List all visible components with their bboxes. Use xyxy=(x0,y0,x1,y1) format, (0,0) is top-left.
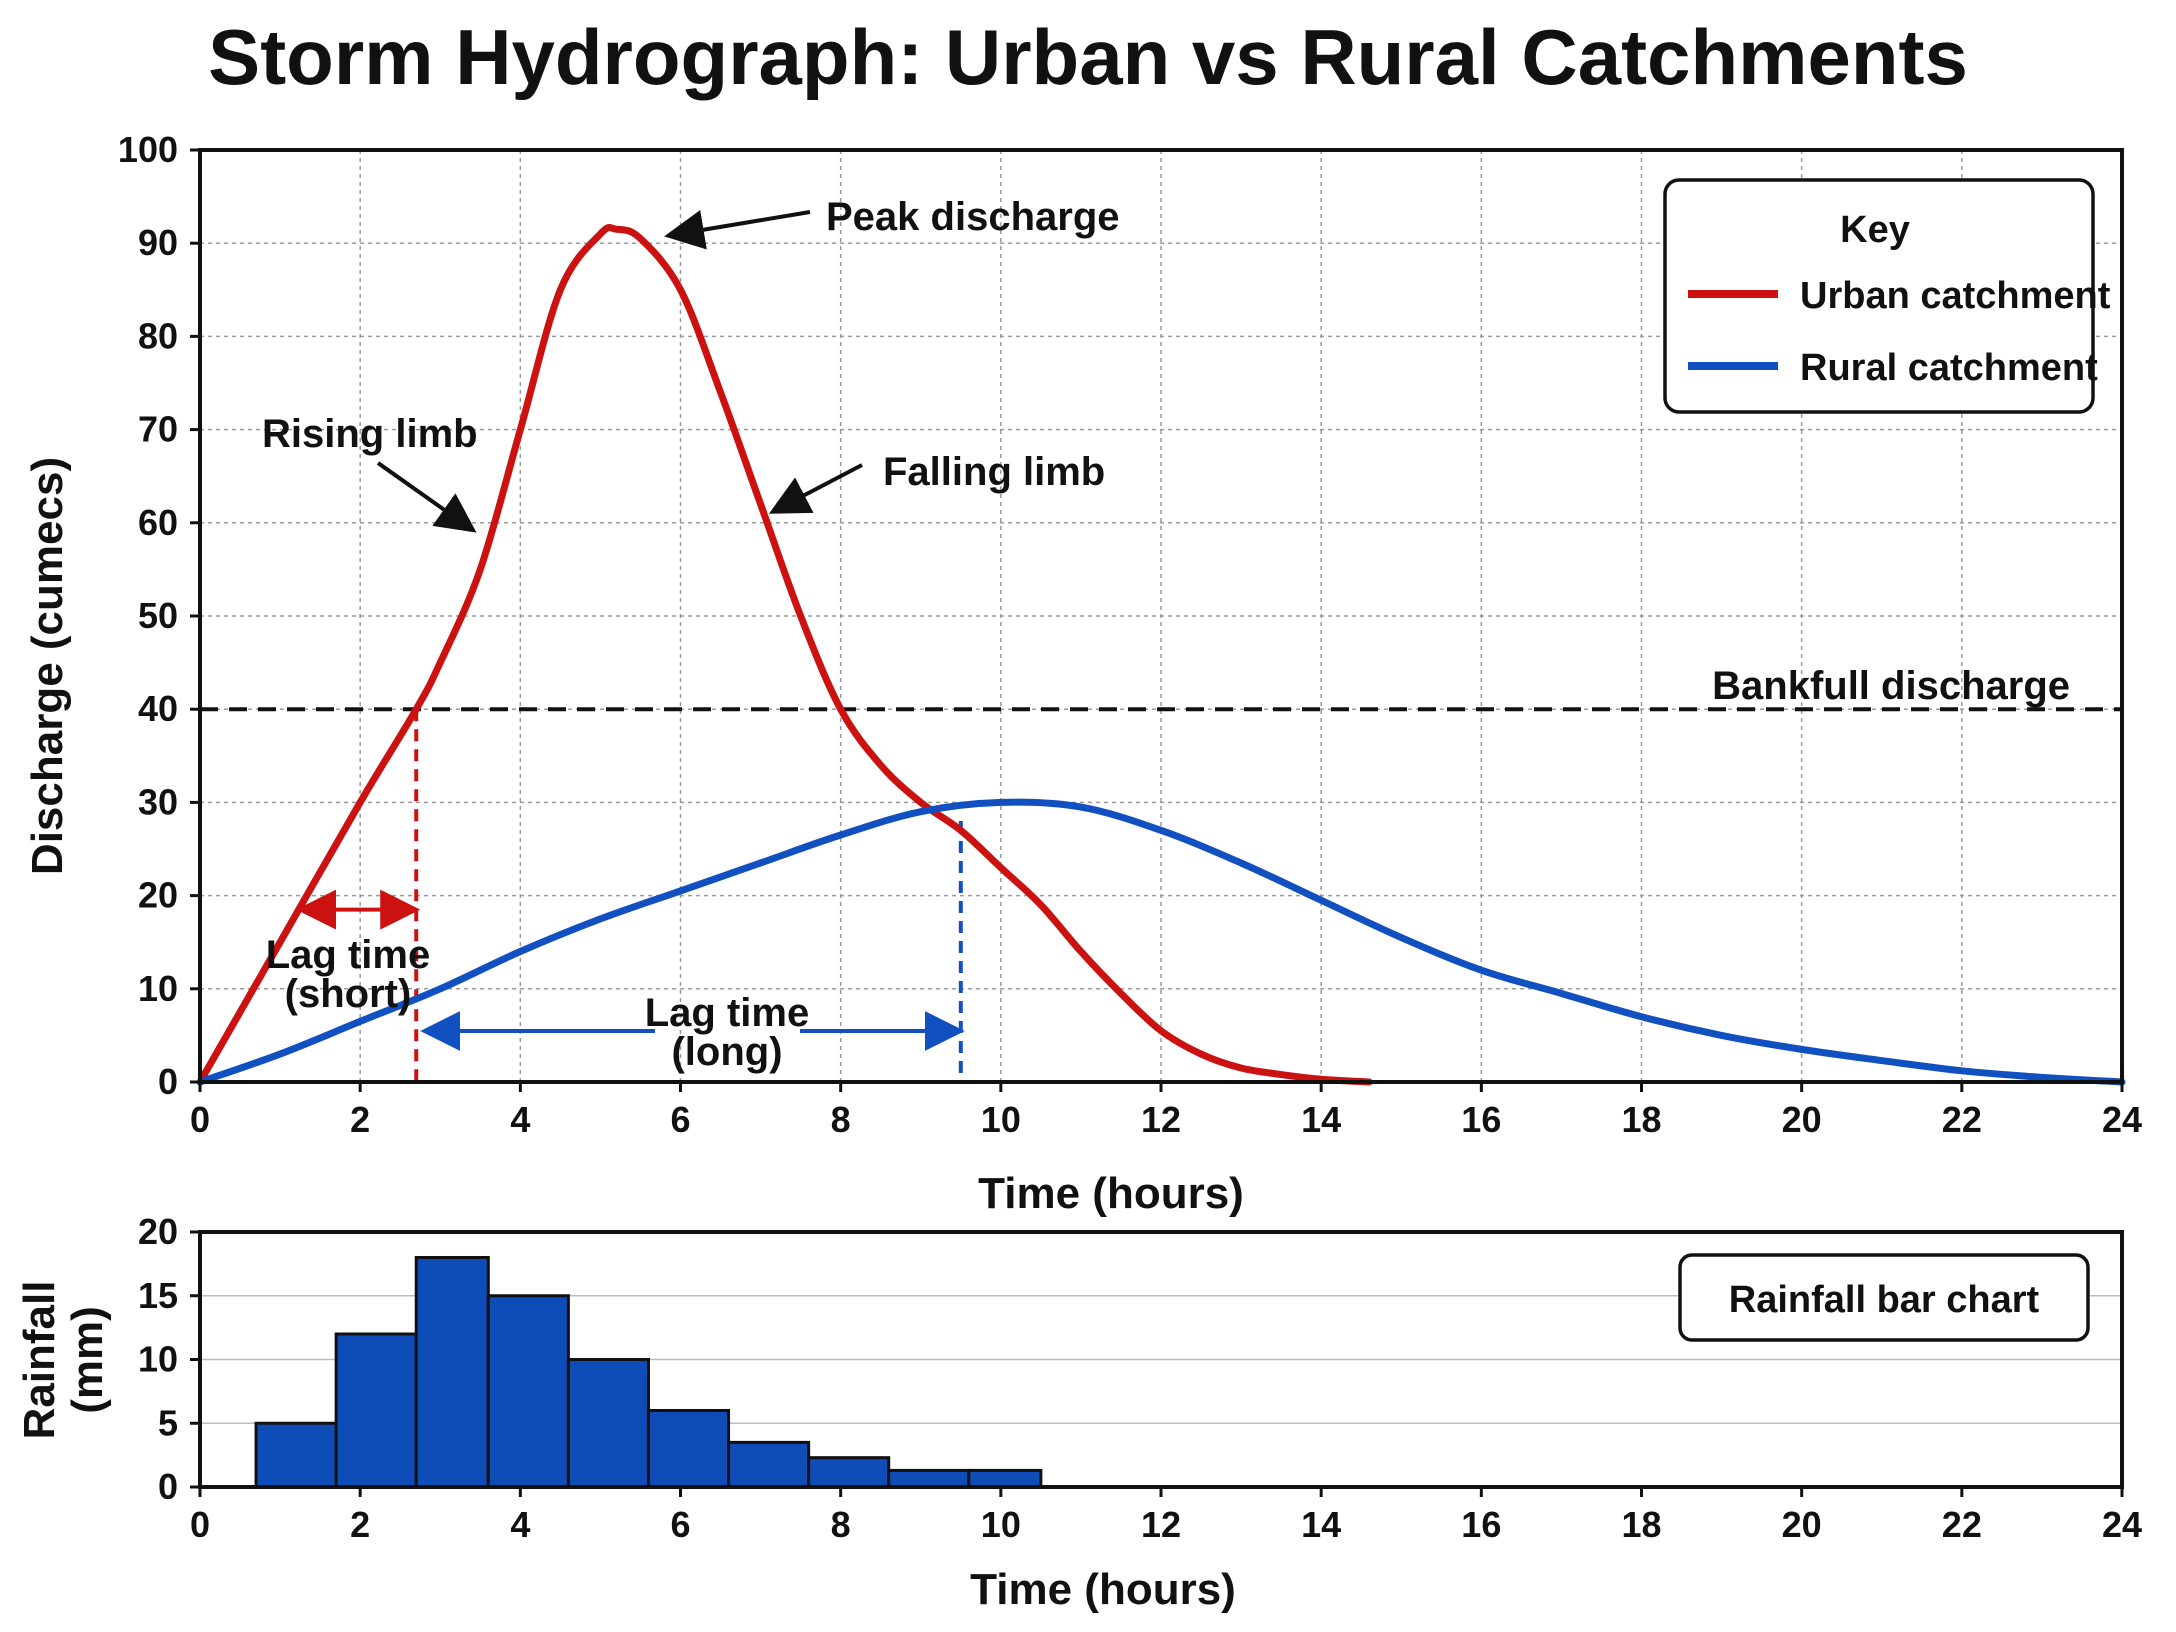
falling-limb-label: Falling limb xyxy=(883,450,1105,494)
rainfall-x-tick-label: 22 xyxy=(1942,1504,1982,1545)
x-tick-label: 10 xyxy=(981,1099,1021,1140)
rainfall-bar xyxy=(967,1468,1043,1489)
y-tick-label: 100 xyxy=(118,129,178,170)
y-tick-label: 10 xyxy=(138,968,178,1009)
y-tick-label: 20 xyxy=(138,875,178,916)
rainfall-x-tick-label: 12 xyxy=(1141,1504,1181,1545)
x-tick-label: 20 xyxy=(1782,1099,1822,1140)
y-tick-label: 30 xyxy=(138,781,178,822)
rainfall-title-box: Rainfall bar chart xyxy=(1678,1253,2090,1342)
x-tick-label: 22 xyxy=(1942,1099,1982,1140)
rainfall-bar xyxy=(254,1421,338,1489)
rainfall-bar xyxy=(887,1468,971,1489)
x-tick-label: 8 xyxy=(831,1099,851,1140)
x-tick-label: 24 xyxy=(2102,1099,2142,1140)
x-tick-label: 14 xyxy=(1301,1099,1341,1140)
rainfall-x-tick-label: 20 xyxy=(1782,1504,1822,1545)
rainfall-x-axis-label: Time (hours) xyxy=(970,1565,1236,1614)
rainfall-bar xyxy=(646,1409,731,1489)
falling-limb-arrow xyxy=(768,463,863,514)
x-tick-label: 0 xyxy=(190,1099,210,1140)
x-tick-label: 12 xyxy=(1141,1099,1181,1140)
rainfall-title-box-frame xyxy=(1678,1253,2090,1342)
rainfall-chart-title: Rainfall bar chart xyxy=(1729,1279,2040,1321)
bankfull-line-group: Bankfull discharge xyxy=(200,664,2122,712)
rainfall-x-tick-label: 10 xyxy=(981,1504,1021,1545)
rural-discharge-line xyxy=(196,798,2126,1086)
annotations: Peak discharge Rising limb Falling limb Lag… xyxy=(262,195,1120,1074)
rainfall-bar xyxy=(566,1358,650,1489)
rainfall-y-tick-label: 0 xyxy=(158,1466,178,1507)
y-tick-label: 80 xyxy=(138,315,178,356)
rainfall-bar xyxy=(486,1294,570,1489)
rising-limb-label: Rising limb xyxy=(262,412,478,456)
rainfall-bars xyxy=(254,1256,1043,1489)
rainfall-y-tick-label: 20 xyxy=(138,1211,178,1252)
y-tick-label: 40 xyxy=(138,688,178,729)
rainfall-y-tick-label: 10 xyxy=(138,1339,178,1380)
peak-discharge-arrow xyxy=(664,210,811,250)
y-tick-label: 0 xyxy=(158,1061,178,1102)
x-tick-label: 18 xyxy=(1621,1099,1661,1140)
rainfall-bar xyxy=(727,1440,811,1489)
rainfall-y-axis-label: Rainfall xyxy=(15,1281,64,1440)
main-tick-labels: 0 2 4 6 8 10 12 14 16 18 20 22 240102030405060708090… xyxy=(118,129,2142,1140)
urban-lag-label-sub: (short) xyxy=(285,972,412,1016)
rainfall-bar xyxy=(807,1456,891,1489)
x-tick-label: 4 xyxy=(510,1099,530,1140)
y-tick-label: 70 xyxy=(138,409,178,450)
legend-title: Key xyxy=(1840,209,1910,251)
rainfall-x-tick-label: 24 xyxy=(2102,1504,2142,1545)
rainfall-y-tick-label: 15 xyxy=(138,1275,178,1316)
bankfull-discharge-label: Bankfull discharge xyxy=(1712,664,2070,708)
rising-limb-arrow xyxy=(376,461,477,533)
rainfall-x-tick-label: 8 xyxy=(831,1504,851,1545)
peak-discharge-label: Peak discharge xyxy=(826,195,1120,239)
y-tick-label: 50 xyxy=(138,595,178,636)
rainfall-x-tick-label: 16 xyxy=(1461,1504,1501,1545)
urban-lag-label: Lag time xyxy=(266,933,430,977)
y-tick-label: 90 xyxy=(138,222,178,263)
rainfall-bar xyxy=(414,1256,490,1489)
chart-title: Storm Hydrograph: Urban vs Rural Catchme… xyxy=(208,13,1968,101)
rural-lag-label: Lag time xyxy=(645,991,809,1035)
rainfall-x-tick-label: 18 xyxy=(1621,1504,1661,1545)
rainfall-x-tick-label: 2 xyxy=(350,1504,370,1545)
rural-lag-label-sub: (long) xyxy=(671,1030,782,1074)
legend-label-urban: Urban catchment xyxy=(1800,275,2111,317)
x-axis-label: Time (hours) xyxy=(978,1169,1244,1218)
rainfall-y-axis-unit: (mm) xyxy=(63,1306,112,1414)
x-tick-label: 2 xyxy=(350,1099,370,1140)
x-tick-label: 6 xyxy=(670,1099,690,1140)
legend: Key Urban catchment Rural catchment xyxy=(1663,178,2111,414)
y-tick-label: 60 xyxy=(138,502,178,543)
y-axis-label: Discharge (cumecs) xyxy=(23,457,72,875)
legend-label-rural: Rural catchment xyxy=(1800,347,2098,389)
rainfall-y-tick-label: 5 xyxy=(158,1402,178,1443)
rainfall-axes: Time (hours) Rainfall (mm) xyxy=(15,1230,2124,1614)
rainfall-x-tick-label: 0 xyxy=(190,1504,210,1545)
rainfall-bar xyxy=(334,1332,418,1489)
legend-box xyxy=(1663,178,2095,414)
rainfall-x-tick-label: 4 xyxy=(510,1504,530,1545)
rainfall-x-tick-label: 6 xyxy=(670,1504,690,1545)
x-tick-label: 16 xyxy=(1461,1099,1501,1140)
rainfall-x-tick-label: 14 xyxy=(1301,1504,1341,1545)
urban-discharge-line xyxy=(196,224,1373,1086)
